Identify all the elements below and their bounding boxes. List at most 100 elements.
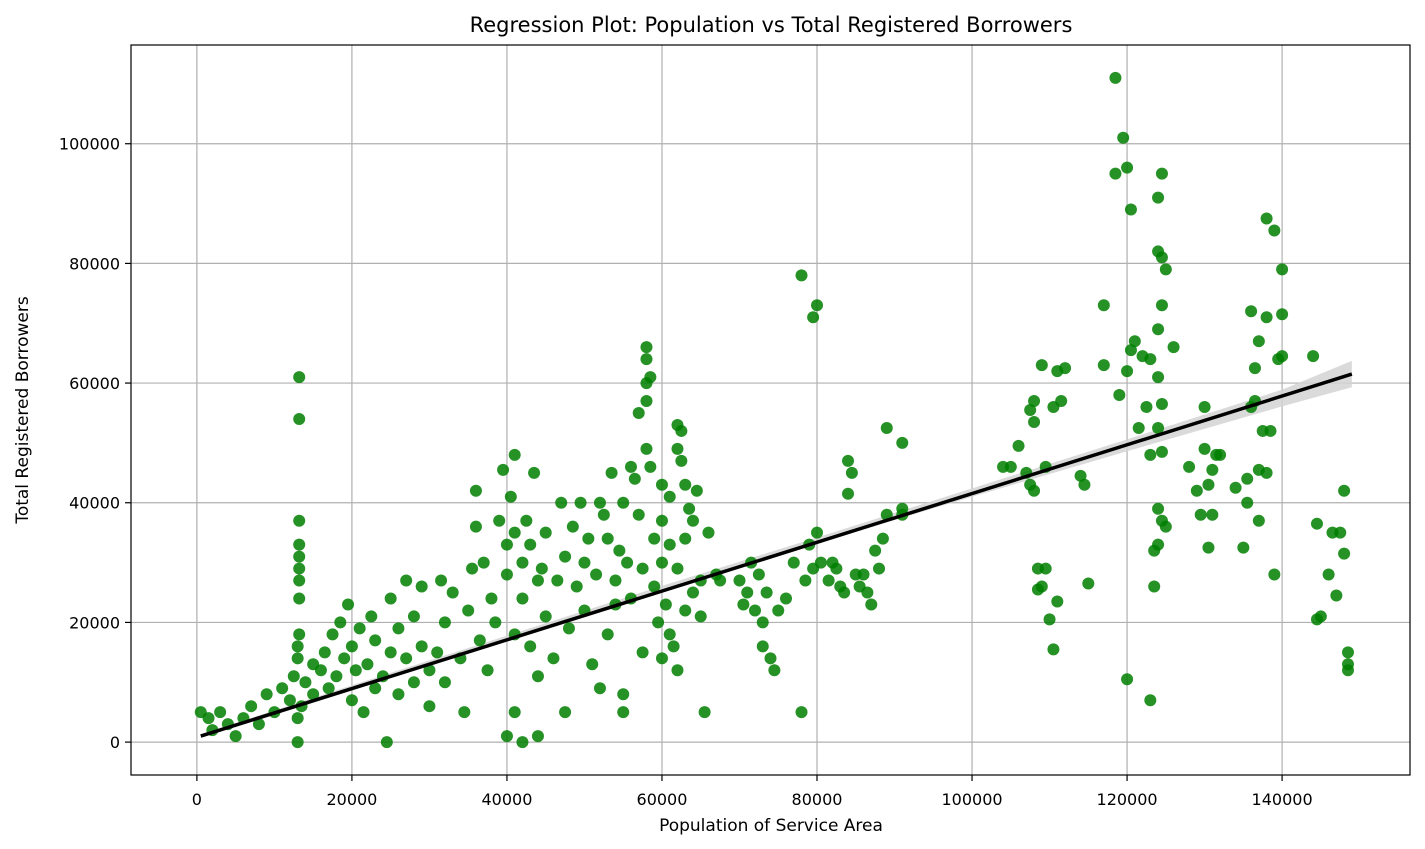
- data-point: [1155, 445, 1168, 458]
- data-point: [1341, 658, 1354, 671]
- data-point: [896, 436, 909, 449]
- data-point: [1140, 401, 1153, 414]
- y-tick-label: 60000: [69, 374, 120, 393]
- data-point: [1152, 538, 1165, 551]
- data-point: [338, 652, 351, 665]
- data-point: [1035, 580, 1048, 593]
- x-tick-label: 120000: [1097, 790, 1158, 809]
- data-point: [1047, 643, 1060, 656]
- data-point: [748, 604, 761, 617]
- data-point: [880, 421, 893, 434]
- data-point: [229, 730, 242, 743]
- data-point: [593, 496, 606, 509]
- data-point: [446, 586, 459, 599]
- data-point: [489, 616, 502, 629]
- data-point: [636, 646, 649, 659]
- data-point: [861, 586, 874, 599]
- data-point: [764, 652, 777, 665]
- data-point: [807, 311, 820, 324]
- data-point: [811, 526, 824, 539]
- data-point: [655, 514, 668, 527]
- data-point: [679, 478, 692, 491]
- data-point: [640, 353, 653, 366]
- data-point: [369, 682, 382, 695]
- data-point: [1078, 478, 1091, 491]
- data-point: [1004, 460, 1017, 473]
- data-point: [1144, 448, 1157, 461]
- data-point: [353, 622, 366, 635]
- data-point: [423, 664, 436, 677]
- data-point: [1113, 389, 1126, 402]
- data-point: [1148, 580, 1161, 593]
- data-point: [524, 640, 537, 653]
- data-point: [299, 676, 312, 689]
- data-point: [648, 580, 661, 593]
- data-point: [293, 628, 306, 641]
- data-point: [1310, 517, 1323, 530]
- data-point: [458, 706, 471, 719]
- data-point: [756, 616, 769, 629]
- data-point: [787, 556, 800, 569]
- data-point: [1322, 568, 1335, 581]
- data-point: [1198, 442, 1211, 455]
- data-point: [438, 616, 451, 629]
- data-point: [469, 484, 482, 497]
- y-tick-label: 100000: [59, 135, 120, 154]
- data-point: [1167, 341, 1180, 354]
- data-point: [1206, 463, 1219, 476]
- data-point: [500, 730, 513, 743]
- data-point: [493, 514, 506, 527]
- data-point: [845, 466, 858, 479]
- data-point: [415, 580, 428, 593]
- data-point: [659, 598, 672, 611]
- plot-frame: [130, 44, 1411, 776]
- data-point: [293, 514, 306, 527]
- data-point: [462, 604, 475, 617]
- data-point: [1229, 481, 1242, 494]
- data-point: [1214, 448, 1227, 461]
- data-point: [686, 586, 699, 599]
- data-point: [667, 640, 680, 653]
- data-point: [1252, 514, 1265, 527]
- data-point: [1028, 484, 1041, 497]
- data-point: [559, 550, 572, 563]
- data-point: [648, 532, 661, 545]
- data-point: [671, 664, 684, 677]
- data-point: [291, 640, 304, 653]
- data-point: [1155, 299, 1168, 312]
- data-point: [1012, 439, 1025, 452]
- data-point: [1028, 415, 1041, 428]
- data-point: [566, 520, 579, 533]
- data-point: [365, 610, 378, 623]
- data-point: [384, 646, 397, 659]
- data-point: [1124, 203, 1137, 216]
- data-point: [1128, 335, 1141, 348]
- data-point: [293, 371, 306, 384]
- data-point: [632, 508, 645, 521]
- data-point: [876, 532, 889, 545]
- data-point: [578, 556, 591, 569]
- data-point: [1117, 131, 1130, 144]
- data-point: [528, 466, 541, 479]
- data-point: [737, 598, 750, 611]
- data-point: [349, 664, 362, 677]
- data-point: [293, 538, 306, 551]
- data-point: [562, 622, 575, 635]
- data-point: [780, 592, 793, 605]
- data-point: [1248, 362, 1261, 375]
- data-point: [1097, 299, 1110, 312]
- data-point: [1144, 694, 1157, 707]
- data-point: [1260, 212, 1273, 225]
- data-point: [1341, 646, 1354, 659]
- data-point: [202, 712, 215, 725]
- data-point: [1276, 308, 1289, 321]
- data-point: [535, 562, 548, 575]
- data-point: [752, 568, 765, 581]
- data-point: [597, 508, 610, 521]
- data-point: [628, 472, 641, 485]
- data-point: [293, 562, 306, 575]
- data-point: [621, 556, 634, 569]
- data-point: [1241, 496, 1254, 509]
- data-point: [1159, 520, 1172, 533]
- data-point: [675, 454, 688, 467]
